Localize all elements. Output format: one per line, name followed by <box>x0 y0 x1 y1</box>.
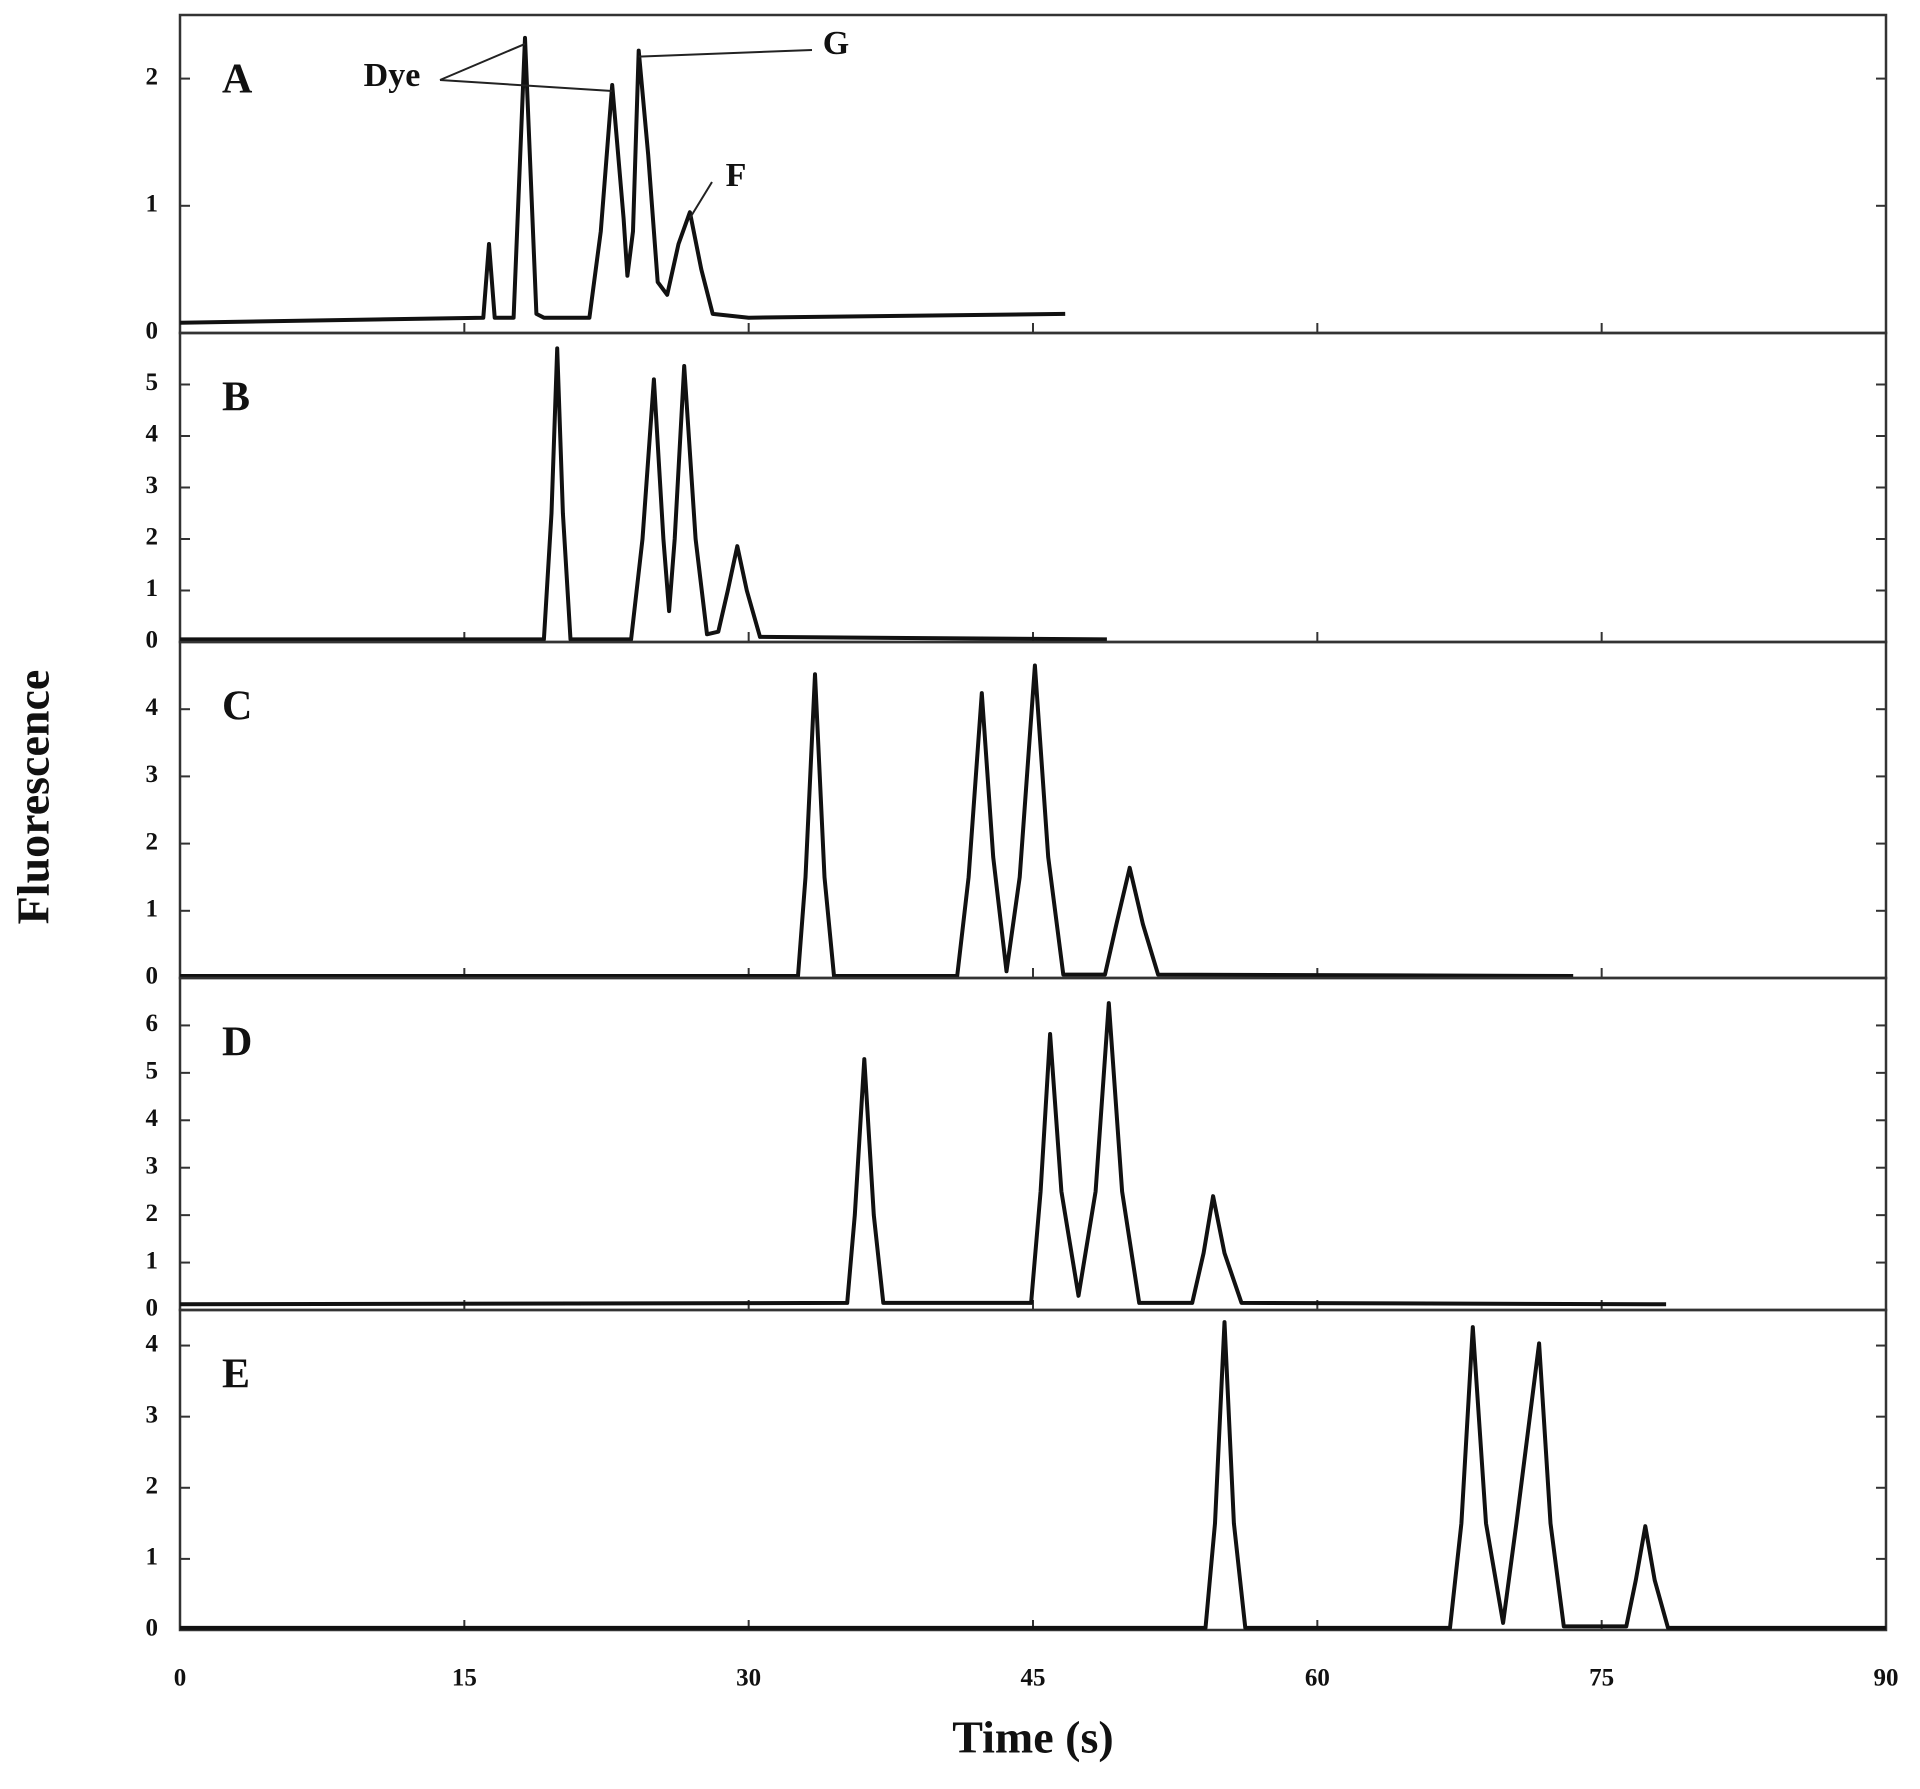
x-tick-label: 75 <box>1589 1665 1614 1692</box>
trace <box>180 346 1107 642</box>
y-tick-label: 0 <box>146 1615 159 1642</box>
y-tick-label: 1 <box>146 1247 159 1274</box>
x-tick-label: 15 <box>452 1665 477 1692</box>
panel-frame <box>178 1308 1888 1632</box>
panel-label: D <box>222 1020 252 1066</box>
panel-label: E <box>222 1352 250 1398</box>
y-tick-label: 2 <box>146 524 159 551</box>
x-tick-label: 60 <box>1305 1665 1330 1692</box>
y-tick-label: 3 <box>146 472 159 499</box>
annotation: F <box>726 157 747 194</box>
panel-frame <box>178 13 1888 335</box>
y-tick-label: 3 <box>146 761 159 788</box>
panel-frame <box>178 331 1888 644</box>
leader-line <box>439 79 613 92</box>
x-tick-label: 30 <box>736 1665 761 1692</box>
x-axis-title: Time (s) <box>952 1712 1113 1763</box>
y-tick-label: 1 <box>146 191 159 218</box>
y-tick-label: 4 <box>146 1330 159 1357</box>
leader-line <box>638 49 813 58</box>
y-tick-label: 0 <box>146 318 159 345</box>
y-axis-title: Fluorescence <box>8 670 59 925</box>
y-tick-label: 1 <box>146 896 159 923</box>
y-tick-label: 1 <box>146 1544 159 1571</box>
leader-line <box>439 42 526 81</box>
y-tick-label: 0 <box>146 1295 159 1322</box>
panel-label: B <box>222 375 250 421</box>
y-tick-label: 5 <box>146 1058 159 1085</box>
y-tick-label: 2 <box>146 1473 159 1500</box>
trace <box>180 1320 1886 1630</box>
y-tick-label: 2 <box>146 63 159 90</box>
x-tick-label: 0 <box>174 1665 187 1692</box>
trace <box>179 35 1066 325</box>
y-tick-label: 1 <box>146 575 159 602</box>
panel-label: C <box>222 684 252 730</box>
y-tick-label: 2 <box>146 828 159 855</box>
annotation: Dye <box>364 57 421 94</box>
y-tick-label: 3 <box>146 1152 159 1179</box>
leader-line <box>689 181 713 219</box>
y-tick-label: 3 <box>146 1401 159 1428</box>
annotation: G <box>823 25 849 62</box>
y-tick-label: 4 <box>146 694 159 721</box>
y-tick-label: 0 <box>146 963 159 990</box>
trace <box>179 1001 1667 1307</box>
x-tick-label: 90 <box>1874 1665 1899 1692</box>
y-tick-label: 4 <box>146 421 159 448</box>
panel-label: A <box>222 57 253 103</box>
y-tick-label: 0 <box>146 627 159 654</box>
y-tick-label: 2 <box>146 1200 159 1227</box>
x-tick-label: 45 <box>1021 1665 1046 1692</box>
y-tick-label: 5 <box>146 369 159 396</box>
y-tick-label: 4 <box>146 1105 159 1132</box>
y-tick-label: 6 <box>146 1010 159 1037</box>
trace <box>180 663 1574 978</box>
